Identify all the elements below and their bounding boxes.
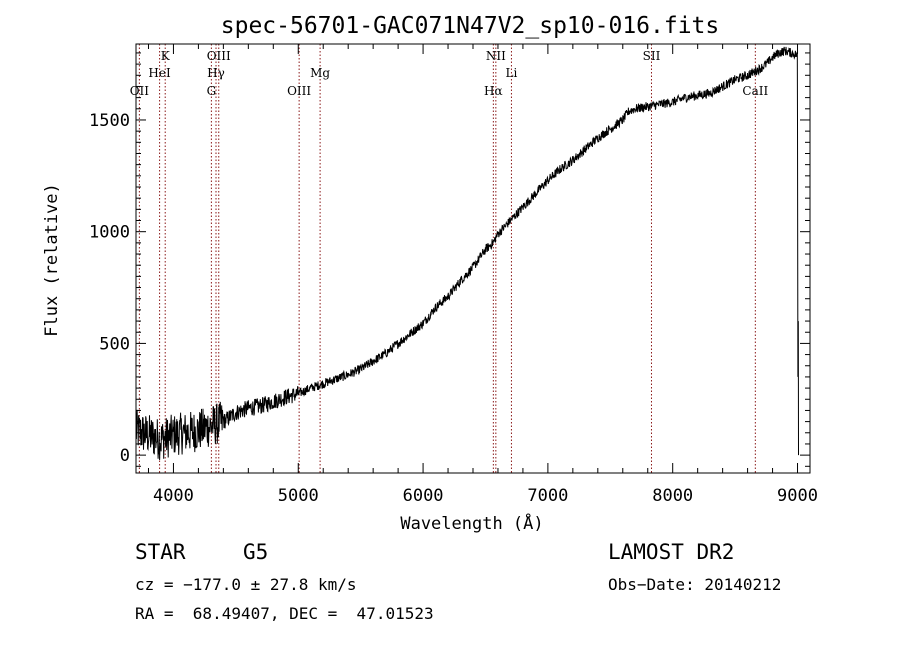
spectral-line-label-0: OII [130,84,150,98]
spectral-line-label-4: Hγ [207,66,225,80]
x-tick-label: 5000 [278,486,319,506]
spectral-line-label-8: Hα [484,84,503,98]
redshift-cz: cz = −177.0 ± 27.8 km/s [135,575,357,594]
observation-date: Obs−Date: 20140212 [608,575,782,594]
spectral-line-label-7: Mg [310,66,330,80]
y-tick-label: 0 [120,446,130,466]
chart-title: spec-56701-GAC071N47V2_sp10-016.fits [221,13,720,39]
spectral-line-label-6: OIII [287,84,311,98]
x-tick-label: 8000 [652,486,693,506]
x-tick-label: 4000 [153,486,194,506]
spectral-line-label-1: K [161,49,171,63]
spectral-line-label-10: Li [506,66,518,80]
spectral-line-label-2: HeI [148,66,171,80]
x-tick-label: 6000 [403,486,444,506]
survey-name: LAMOST DR2 [608,540,735,564]
spectral-line-label-11: SII [643,49,661,63]
flux-curve [135,46,799,461]
coordinates: RA = 68.49407, DEC = 47.01523 [135,604,434,623]
y-tick-label: 1000 [89,223,130,243]
y-tick-label: 1500 [89,111,130,131]
x-tick-label: 9000 [777,486,818,506]
spectral-line-label-5: OIII [207,49,231,63]
spectral-line-label-12: CaII [742,84,768,98]
object-class: STAR [135,540,186,564]
spectral-line-label-3: G [207,84,217,98]
x-tick-label: 7000 [527,486,568,506]
spectral-line-label-9: NII [486,49,506,63]
y-tick-label: 500 [99,334,130,354]
y-axis-label: Flux (relative) [42,183,62,337]
x-axis-label: Wavelength (Å) [400,512,543,534]
object-subclass: G5 [243,540,269,564]
